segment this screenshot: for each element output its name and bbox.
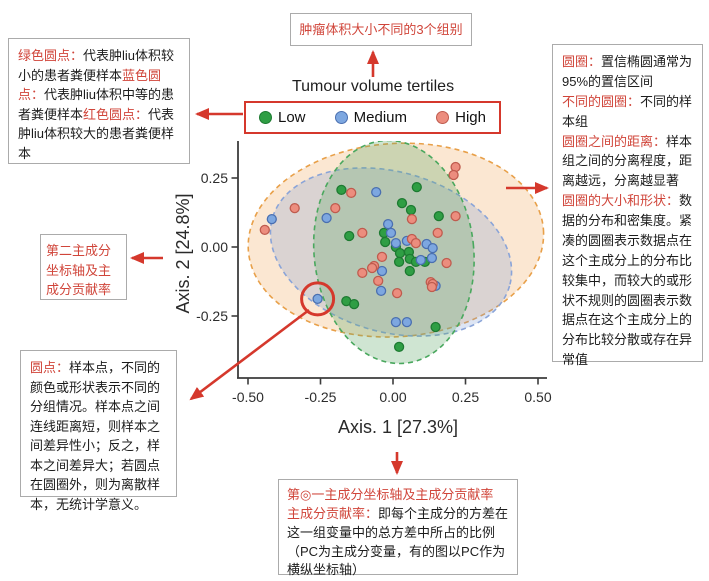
sample-point — [432, 227, 443, 239]
sample-point — [441, 257, 452, 269]
ellipse-text: 置信椭圆通常为95%的置信区间 — [562, 54, 693, 89]
sample-point — [430, 321, 441, 333]
annotation-text: 肿瘤体积大小不同的3个组别 — [299, 21, 463, 37]
different-ellipses-text: 不同的样本组 — [562, 93, 693, 129]
axis1-note-title: 第◎一主成分坐标轴及主成分贡献率 — [287, 487, 494, 502]
sample-point — [321, 212, 332, 224]
sample-point — [380, 236, 391, 248]
sample-point — [426, 252, 438, 264]
x-axis-label: Axis. 1 [27.3%] — [337, 417, 459, 437]
y-tick-label: 0.00 — [201, 239, 228, 255]
ellipse-distance-label: 圆圈之间的距离： — [562, 133, 667, 149]
sample-point — [406, 213, 418, 225]
sample-point — [385, 227, 397, 239]
x-tick-label: -0.50 — [232, 389, 264, 405]
dot-text: 样本点，不同的颜色或形状表示不同的分组情况。样本点之间连线距离短，则样本之间差异… — [30, 360, 161, 512]
sample-point — [371, 186, 382, 198]
sample-point — [382, 218, 394, 230]
sample-point — [266, 213, 277, 225]
y-tick-label: 0.25 — [201, 170, 228, 186]
annotation-box-axis1-contribution: 第◎一主成分坐标轴及主成分贡献率 主成分贡献率：即每个主成分的方差在这一组变量中… — [278, 479, 518, 578]
ellipse-shape-text: 数据的分布和密集度。紧凑的圆圈表示数据点在这个主成分上的分布比较集中，而较大的或… — [562, 193, 693, 368]
sample-point — [375, 285, 387, 297]
ellipse-distance-text: 样本组之间的分离程度，距离越远，分离越显著 — [562, 133, 693, 189]
sample-point — [448, 169, 459, 181]
legend-item-high: High — [436, 109, 486, 126]
legend: Low Medium High — [244, 101, 501, 134]
sample-point — [357, 267, 368, 279]
legend-dot-medium-icon — [334, 111, 348, 124]
sample-point — [427, 242, 438, 254]
sample-point — [312, 293, 323, 305]
sample-point — [450, 210, 461, 222]
sample-point — [289, 202, 300, 214]
x-tick-label: 0.00 — [379, 389, 406, 405]
x-tick-label: -0.25 — [305, 389, 337, 405]
x-tick-label: 0.50 — [524, 389, 551, 405]
sample-point — [376, 265, 388, 277]
contribution-label: 主成分贡献率： — [287, 505, 379, 521]
legend-dot-high-icon — [436, 111, 450, 124]
annotation-box-sample-points: 圆点：样本点，不同的颜色或形状表示不同的分组情况。样本点之间连线距离短，则样本之… — [20, 350, 177, 512]
green-dot-label: 绿色圆点： — [18, 48, 84, 63]
series-high-points — [259, 161, 461, 299]
y-axis-label: Axis. 2 [24.8%] — [173, 193, 193, 314]
blue-dot-label: 蓝色圆点： — [18, 67, 162, 103]
legend-item-low: Low — [259, 109, 306, 126]
different-ellipses-label: 不同的圆圈： — [562, 93, 641, 109]
sample-point — [394, 247, 406, 259]
sample-point — [396, 197, 408, 209]
highlight-circle — [300, 281, 336, 317]
sample-point — [404, 265, 415, 277]
legend-item-label: High — [455, 109, 486, 126]
red-dot-text: 代表肿liu体积较大的患者粪便样本 — [18, 106, 175, 161]
sample-point — [426, 281, 438, 293]
dot-label: 圆点： — [30, 360, 70, 375]
sample-point — [348, 298, 360, 310]
y-tick-label: -0.25 — [196, 308, 228, 324]
sample-point — [336, 184, 347, 196]
sample-point — [346, 187, 357, 199]
contribution-text: 即每个主成分的方差在这一组变量中的总方差中所占的比例（PC为主成分变量，有的图以… — [287, 505, 509, 578]
legend-title: Tumour volume tertiles — [291, 78, 455, 95]
arrow-highlight-circle-to-bottom-left-box — [189, 308, 310, 401]
annotation-box-ellipse-meaning: 圆圈：置信椭圆通常为95%的置信区间 不同的圆圈：不同的样本组 圆圈之间的距离：… — [552, 44, 703, 367]
sample-point — [259, 224, 270, 236]
x-tick-label: 0.25 — [452, 389, 479, 405]
sample-point — [376, 251, 388, 263]
sample-point — [390, 316, 402, 328]
green-dot-text: 代表肿liu体积较小的患者粪便样本 — [18, 48, 175, 83]
sample-point — [366, 262, 378, 274]
sample-point — [433, 210, 444, 222]
sample-point — [330, 202, 341, 214]
sample-point — [373, 275, 384, 287]
sample-point — [390, 237, 402, 249]
sample-point — [405, 204, 417, 216]
sample-point — [401, 316, 413, 328]
sample-point — [411, 181, 422, 193]
axis2-note-text: 第二主成分坐标轴及主成分贡献率 — [46, 243, 112, 297]
sample-point — [391, 287, 403, 299]
legend-item-label: Medium — [353, 109, 408, 126]
annotation-box-groups: 肿瘤体积大小不同的3个组别 — [290, 13, 472, 46]
sample-point — [393, 341, 405, 353]
ellipse-label: 圆圈： — [562, 54, 602, 69]
red-dot-label: 红色圆点： — [83, 106, 149, 122]
sample-point — [410, 237, 422, 249]
legend-dot-low-icon — [259, 111, 272, 124]
blue-dot-text: 代表肿liu体积中等的患者粪便样本 — [18, 87, 175, 122]
annotation-box-dot-colors: 绿色圆点：代表肿liu体积较小的患者粪便样本蓝色圆点：代表肿liu体积中等的患者… — [8, 38, 190, 164]
legend-item-medium: Medium — [334, 109, 408, 126]
sample-point — [344, 230, 355, 242]
legend-item-label: Low — [278, 109, 306, 126]
sample-point — [393, 256, 405, 268]
sample-point — [357, 227, 368, 239]
ellipse-shape-label: 圆圈的大小和形状： — [562, 193, 680, 209]
annotation-box-axis2: 第二主成分坐标轴及主成分贡献率 — [40, 234, 127, 300]
sample-point — [415, 254, 426, 266]
